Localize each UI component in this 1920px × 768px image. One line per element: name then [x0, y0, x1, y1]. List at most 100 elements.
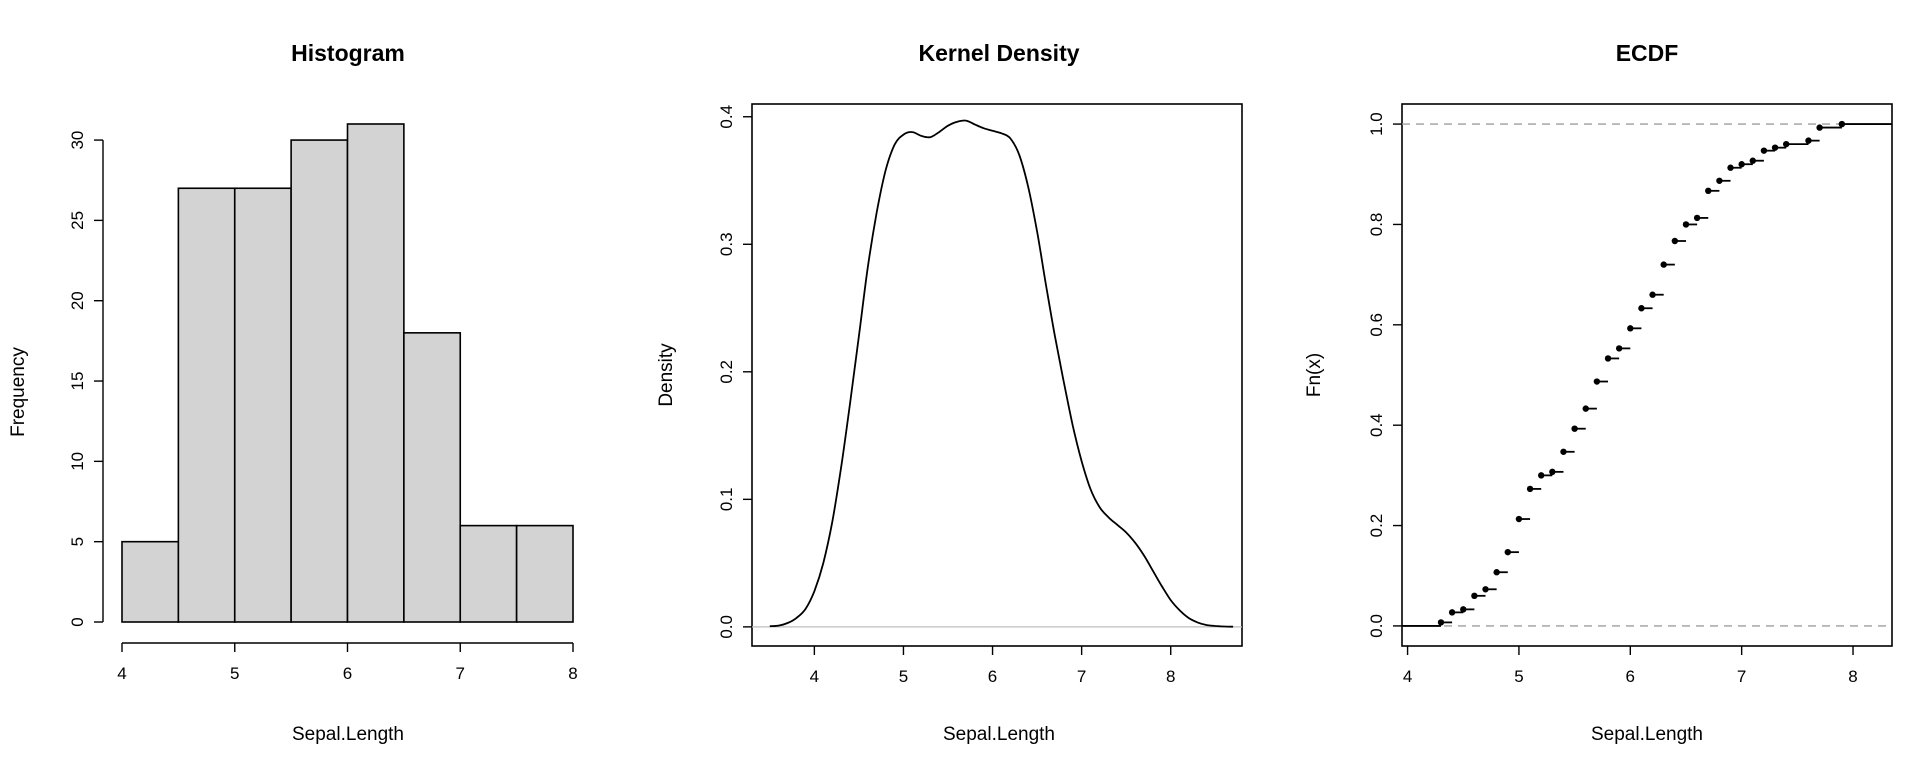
ecdf-point — [1771, 144, 1779, 151]
density-x-axis: 4 5 6 7 8 — [810, 646, 1175, 686]
ecdf-point — [1604, 355, 1612, 362]
histogram-x-tick-label: 4 — [117, 664, 126, 683]
ecdf-point — [1649, 291, 1656, 298]
ecdf-point — [1760, 147, 1768, 154]
ecdf-point — [1515, 515, 1523, 523]
density-y-tick-label: 0.1 — [717, 488, 736, 512]
histogram-y-tick-label: 20 — [68, 291, 87, 310]
ecdf-x-tick-label: 6 — [1626, 667, 1635, 686]
ecdf-y-tick-label: 0.2 — [1367, 514, 1386, 538]
density-y-tick-label: 0.4 — [717, 105, 736, 129]
ecdf-point — [1448, 609, 1456, 616]
histogram-bar — [290, 139, 349, 623]
density-x-label: Sepal.Length — [943, 724, 1055, 745]
ecdf-point — [1838, 120, 1846, 128]
ecdf-point — [1560, 448, 1567, 455]
ecdf-steps — [1402, 120, 1892, 627]
histogram-title: Histogram — [291, 40, 405, 66]
ecdf-point — [1615, 345, 1623, 352]
ecdf-y-tick-label: 0.8 — [1367, 213, 1386, 237]
histogram-y-axis: 0 5 10 15 20 25 30 — [68, 131, 104, 627]
ecdf-point — [1471, 592, 1478, 600]
ecdf-point — [1693, 214, 1701, 222]
ecdf-x-axis: 4 5 6 7 8 — [1403, 646, 1858, 686]
ecdf-point — [1783, 140, 1790, 148]
ecdf-y-tick-label: 0.6 — [1367, 313, 1386, 337]
density-x-tick-label: 8 — [1166, 667, 1175, 686]
ecdf-x-tick-label: 5 — [1514, 667, 1523, 686]
ecdf-point — [1660, 261, 1667, 268]
ecdf-point — [1805, 137, 1812, 144]
density-title: Kernel Density — [918, 40, 1079, 66]
histogram-y-tick-label: 5 — [68, 537, 87, 546]
histogram-bar — [177, 187, 236, 623]
histogram-x-tick-label: 5 — [230, 664, 239, 683]
histogram-x-tick-label: 6 — [343, 664, 352, 683]
ecdf-x-tick-label: 7 — [1737, 667, 1746, 686]
ecdf-y-tick-label: 0.0 — [1367, 614, 1386, 638]
histogram-bar — [346, 123, 405, 623]
ecdf-point — [1526, 485, 1534, 493]
histogram-y-label: Frequency — [8, 347, 29, 437]
histogram-y-tick-label: 15 — [68, 372, 87, 391]
ecdf-point — [1816, 124, 1823, 131]
ecdf-point — [1716, 177, 1723, 184]
density-panel: Kernel Density Sepal.Length Density 4 5 6 7… — [656, 40, 1243, 745]
ecdf-y-axis: 0.0 0.2 0.4 0.6 0.8 1.0 — [1367, 112, 1402, 638]
ecdf-point — [1460, 606, 1467, 613]
density-y-label: Density — [656, 343, 677, 407]
density-x-tick-label: 6 — [988, 667, 997, 686]
ecdf-point — [1437, 619, 1445, 626]
density-y-tick-label: 0.2 — [717, 360, 736, 384]
ecdf-x-label: Sepal.Length — [1591, 724, 1703, 745]
histogram-bar — [121, 540, 180, 623]
ecdf-point — [1504, 548, 1511, 556]
ecdf-point — [1705, 187, 1712, 195]
histogram-y-tick-label: 25 — [68, 211, 87, 230]
density-y-axis: 0.0 0.1 0.2 0.3 0.4 — [717, 105, 752, 639]
ecdf-y-tick-label: 0.4 — [1367, 413, 1386, 437]
ecdf-x-tick-label: 8 — [1848, 667, 1857, 686]
ecdf-point — [1493, 569, 1500, 576]
ecdf-title: ECDF — [1616, 40, 1679, 66]
ecdf-point — [1638, 305, 1645, 312]
ecdf-y-tick-label: 1.0 — [1367, 112, 1386, 136]
ecdf-point — [1671, 237, 1679, 245]
histogram-bar — [459, 524, 518, 623]
density-y-tick-label: 0.0 — [717, 615, 736, 639]
ecdf-point — [1727, 164, 1734, 171]
ecdf-reference-lines — [1402, 123, 1892, 627]
ecdf-plot-frame — [1401, 103, 1893, 647]
density-y-tick-label: 0.3 — [717, 232, 736, 256]
ecdf-point — [1549, 468, 1556, 476]
ecdf-point — [1593, 378, 1601, 385]
histogram-bar — [515, 524, 574, 623]
histogram-x-tick-label: 8 — [568, 664, 577, 683]
density-curve — [769, 119, 1234, 628]
histogram-panel: Histogram Sepal.Length Frequency 4 5 6 7 8 0… — [8, 40, 578, 745]
ecdf-point — [1538, 472, 1545, 479]
ecdf-point — [1749, 157, 1756, 164]
density-x-tick-label: 5 — [899, 667, 908, 686]
ecdf-point — [1682, 221, 1690, 228]
density-x-tick-label: 4 — [810, 667, 819, 686]
histogram-x-axis: 4 5 6 7 8 — [117, 642, 578, 683]
ecdf-point — [1571, 425, 1578, 432]
histogram-bars — [121, 123, 574, 623]
ecdf-point — [1482, 586, 1489, 593]
ecdf-point — [1582, 405, 1589, 412]
ecdf-point — [1627, 325, 1634, 332]
histogram-x-tick-label: 7 — [456, 664, 465, 683]
histogram-y-tick-label: 10 — [68, 452, 87, 471]
density-plot-frame — [751, 103, 1243, 647]
density-x-tick-label: 7 — [1077, 667, 1086, 686]
ecdf-y-label: Fn(x) — [1304, 353, 1325, 397]
ecdf-x-tick-label: 4 — [1403, 667, 1412, 686]
ecdf-point — [1738, 161, 1745, 168]
histogram-bar — [403, 332, 462, 623]
histogram-bar — [233, 187, 292, 623]
histogram-y-tick-label: 30 — [68, 131, 87, 150]
histogram-y-tick-label: 0 — [68, 617, 87, 626]
